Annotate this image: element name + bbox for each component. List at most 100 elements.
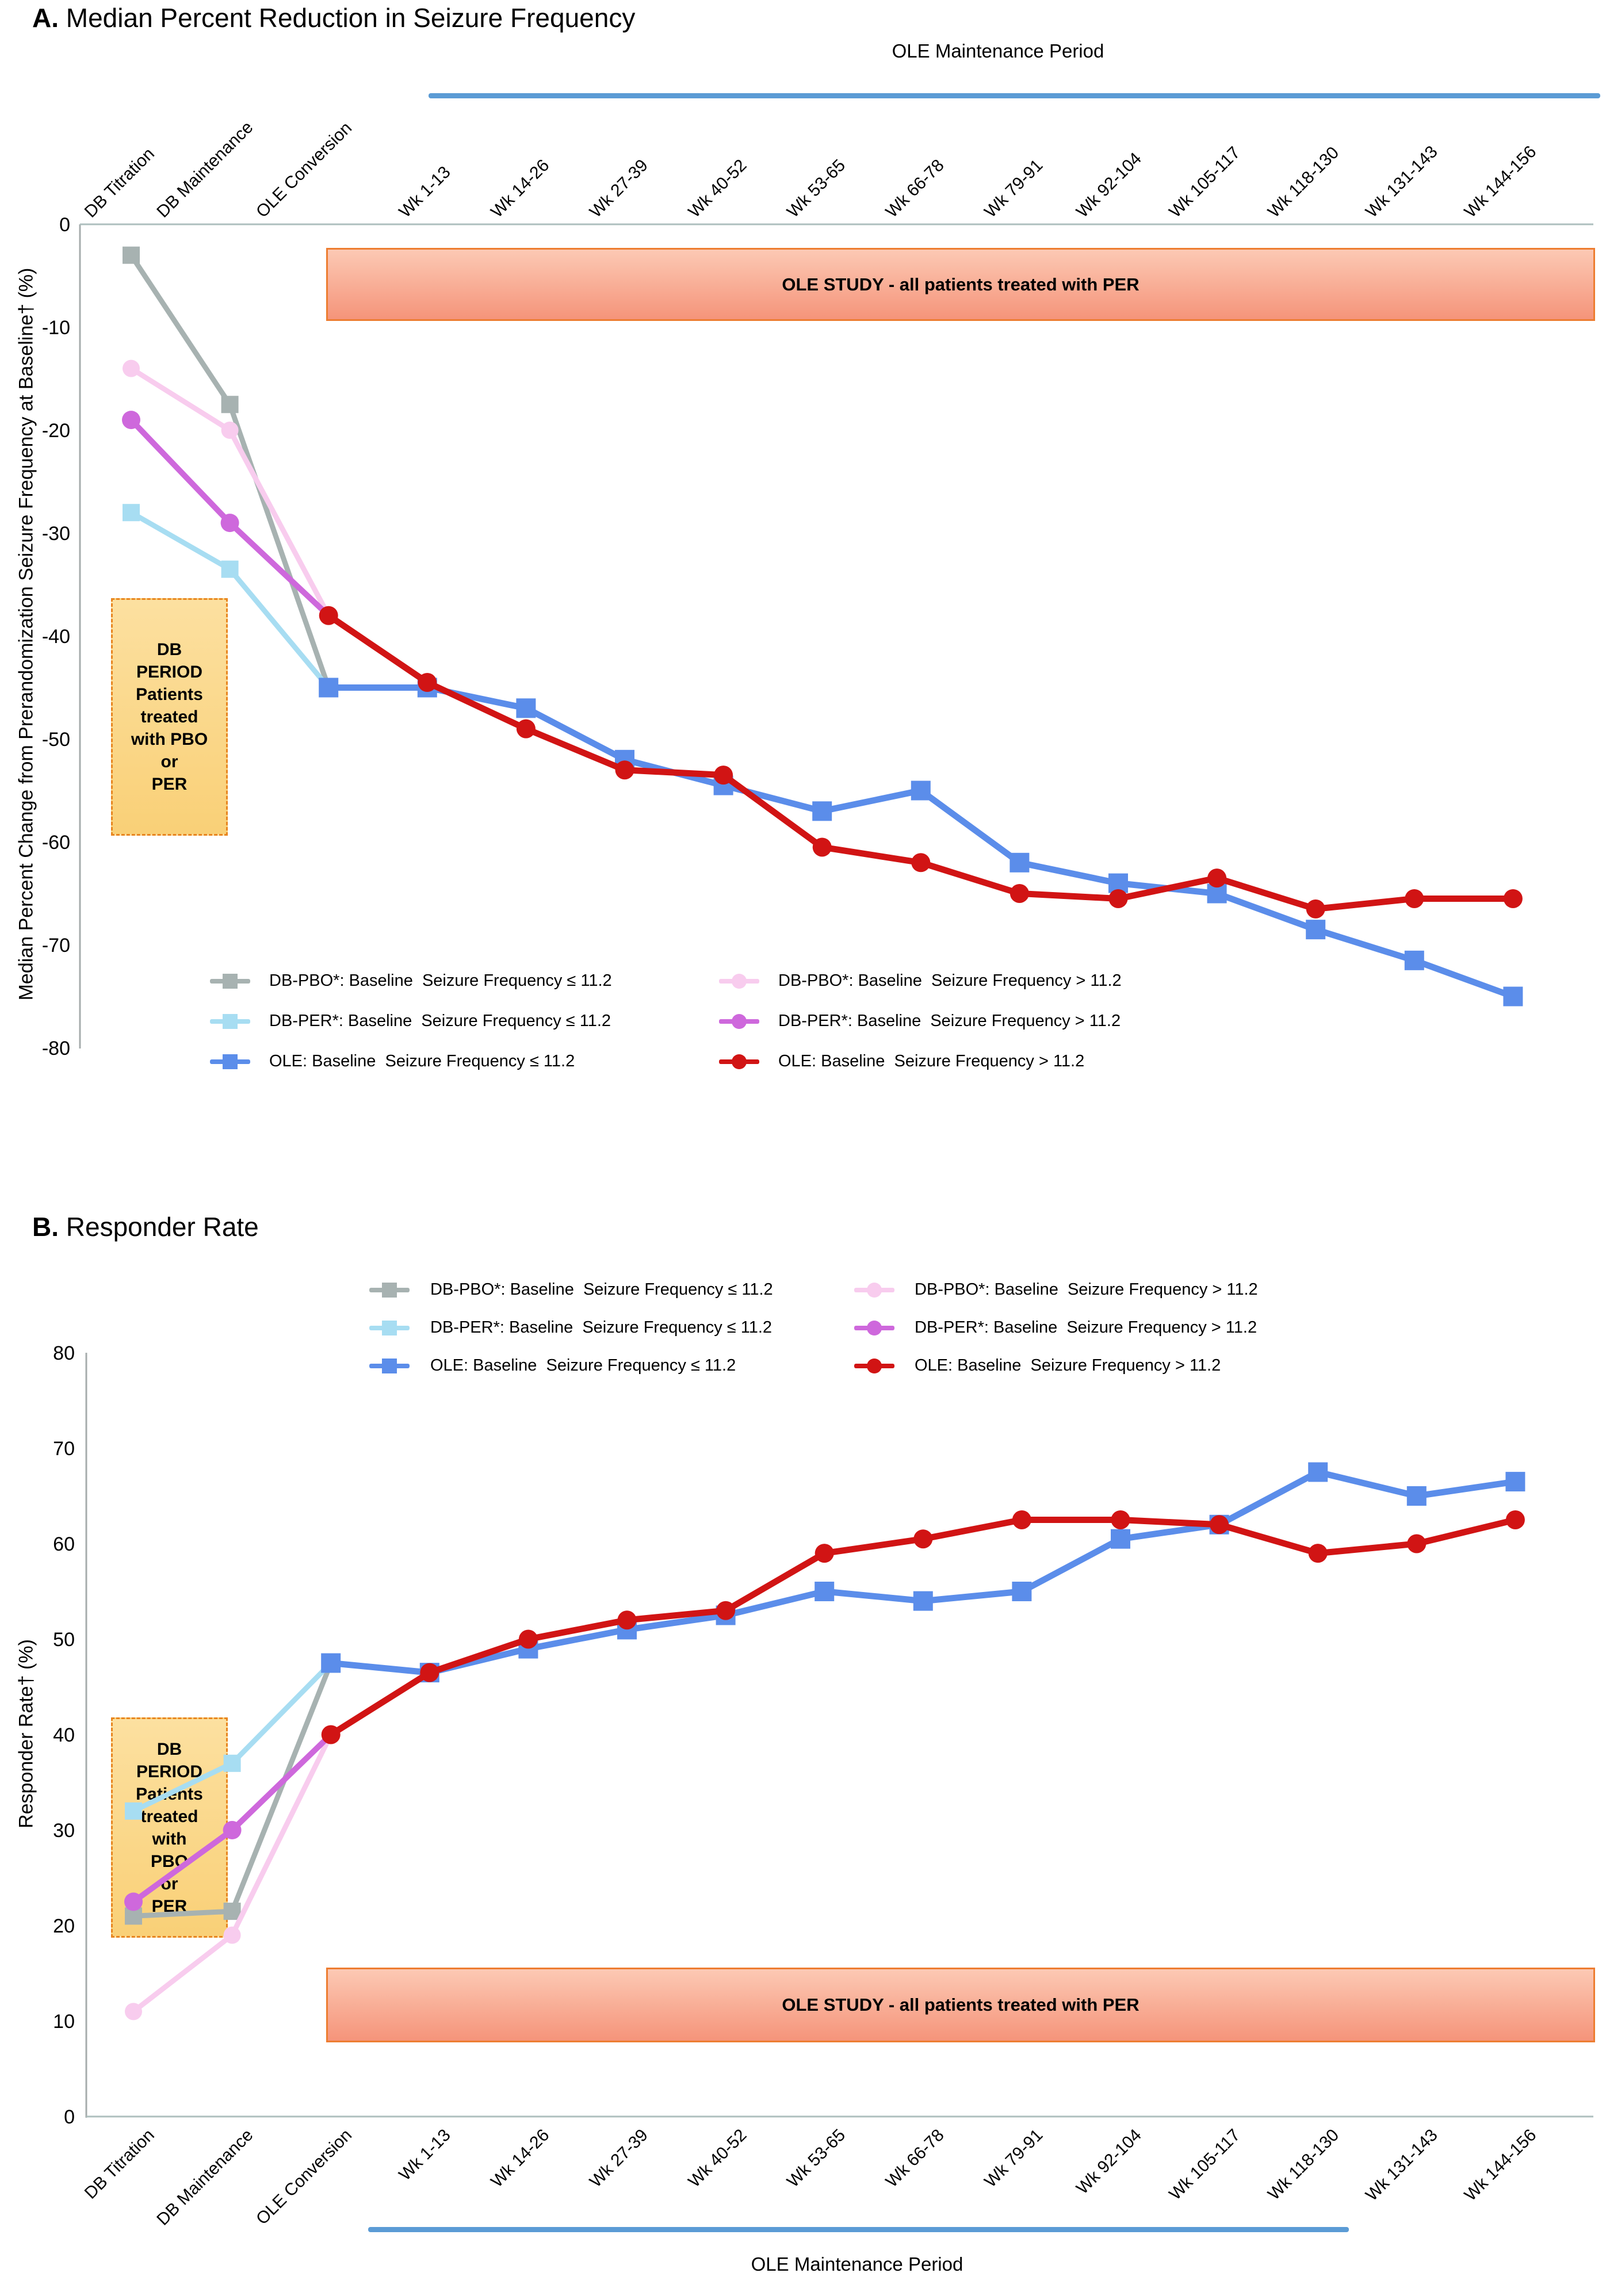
data-point: [812, 801, 832, 821]
legend-label: DB-PER*: Baseline Seizure Frequency > 11…: [915, 1318, 1257, 1337]
y-tick-label: 80: [53, 1342, 75, 1364]
legend-label: OLE: Baseline Seizure Frequency ≤ 11.2: [269, 1052, 575, 1070]
legend-marker-circle: [867, 1359, 882, 1373]
y-tick-label: -50: [42, 729, 70, 751]
data-point: [221, 396, 239, 414]
data-point: [420, 1663, 439, 1682]
data-point: [123, 504, 140, 522]
x-category-label: Wk 66-78: [882, 156, 948, 221]
panel-b-maintenance-line: [368, 2227, 1349, 2232]
x-category-label: Wk 105-117: [1165, 2126, 1244, 2204]
y-tick-label: -70: [42, 935, 70, 956]
data-point: [1406, 1486, 1427, 1506]
x-category-label: Wk 118-130: [1264, 2126, 1343, 2204]
legend-marker-circle: [732, 1054, 747, 1069]
x-category-label: Wk 144-156: [1461, 2126, 1540, 2205]
data-point: [221, 422, 239, 439]
x-category-label: Wk 14-26: [487, 2126, 553, 2191]
data-point: [1503, 889, 1523, 908]
data-point: [223, 1903, 241, 1920]
panel-a-title-text: Median Percent Reduction in Seizure Freq…: [59, 3, 636, 33]
data-point: [220, 514, 239, 533]
panel-b-title-text: Responder Rate: [59, 1212, 259, 1242]
data-point: [1505, 1510, 1525, 1529]
data-point: [815, 1544, 834, 1563]
data-point: [716, 1601, 736, 1620]
panel-b-title-prefix: B.: [32, 1212, 59, 1242]
y-tick-label: -10: [42, 317, 70, 339]
data-point: [1210, 1515, 1229, 1535]
x-category-label: Wk 105-117: [1165, 143, 1244, 221]
data-point: [714, 766, 733, 785]
data-point: [516, 719, 536, 738]
panel-a-db-period-box: DB PERIOD Patients treated with PBO or P…: [111, 598, 228, 836]
data-point: [911, 853, 931, 873]
data-point: [123, 359, 140, 377]
x-category-label: DB Titration: [81, 144, 158, 221]
x-category-label: Wk 53-65: [783, 2126, 849, 2191]
legend-label: OLE: Baseline Seizure Frequency ≤ 11.2: [430, 1356, 736, 1375]
data-point: [1308, 1544, 1328, 1563]
data-point: [125, 2003, 142, 2021]
data-point: [1503, 986, 1523, 1007]
x-category-label: Wk 131-143: [1362, 142, 1441, 221]
x-category-label: Wk 118-130: [1264, 143, 1343, 221]
data-point: [1012, 1510, 1031, 1529]
panel-a-ole-study-banner: OLE STUDY - all patients treated with PE…: [326, 248, 1595, 321]
data-point: [124, 1892, 143, 1911]
data-point: [1207, 868, 1227, 888]
data-point: [1404, 950, 1424, 970]
data-point: [1505, 1472, 1525, 1492]
data-point: [1111, 1510, 1130, 1529]
y-tick-label: -40: [42, 626, 70, 648]
data-point: [617, 1610, 637, 1630]
legend-marker-square: [223, 974, 238, 989]
x-category-label: Wk 53-65: [783, 156, 849, 221]
legend-label: DB-PBO*: Baseline Seizure Frequency ≤ 11…: [430, 1280, 773, 1299]
data-point: [223, 1821, 242, 1839]
legend-marker-circle: [732, 974, 747, 989]
y-tick-label: -30: [42, 523, 70, 545]
panel-a-title: A. Median Percent Reduction in Seizure F…: [32, 2, 635, 33]
data-point: [1405, 889, 1424, 908]
y-tick-label: -20: [42, 420, 70, 442]
data-point: [319, 678, 339, 698]
data-point: [1012, 1582, 1032, 1601]
data-point: [1108, 889, 1128, 908]
legend-label: DB-PBO*: Baseline Seizure Frequency ≤ 11…: [269, 971, 612, 990]
x-category-label: Wk 144-156: [1461, 142, 1540, 221]
data-point: [125, 1802, 142, 1820]
series-line-0: [128, 252, 331, 690]
x-category-label: OLE Conversion: [253, 118, 355, 221]
data-point: [221, 560, 239, 578]
x-category-label: Wk 66-78: [882, 2126, 948, 2191]
data-point: [1010, 884, 1029, 903]
legend-label: OLE: Baseline Seizure Frequency > 11.2: [778, 1052, 1085, 1070]
data-point: [615, 760, 634, 780]
data-point: [223, 1754, 241, 1772]
x-category-label: DB Maintenance: [153, 2126, 257, 2229]
data-point: [815, 1582, 835, 1601]
legend-marker-circle: [732, 1014, 747, 1029]
x-category-label: Wk 40-52: [685, 2126, 750, 2191]
data-point: [913, 1591, 933, 1611]
y-tick-label: 40: [53, 1724, 75, 1746]
y-tick-label: -80: [42, 1038, 70, 1059]
legend-label: DB-PBO*: Baseline Seizure Frequency > 11…: [915, 1280, 1258, 1299]
data-point: [223, 1926, 241, 1944]
x-category-label: DB Maintenance: [153, 118, 257, 221]
series-line-4: [325, 684, 1516, 1000]
legend-label: DB-PER*: Baseline Seizure Frequency > 11…: [778, 1012, 1121, 1030]
panel-b-maintenance-label: OLE Maintenance Period: [751, 2253, 963, 2275]
x-category-label: Wk 1-13: [395, 163, 454, 221]
data-point: [123, 246, 140, 264]
legend-label: DB-PBO*: Baseline Seizure Frequency > 11…: [778, 971, 1122, 990]
data-point: [913, 1529, 933, 1549]
y-tick-label: 60: [53, 1533, 75, 1555]
panel-b-ole-study-banner: OLE STUDY - all patients treated with PE…: [326, 1968, 1595, 2042]
series-line-5: [327, 1517, 1519, 1738]
data-point: [321, 1653, 341, 1673]
legend-marker-circle: [867, 1283, 882, 1298]
data-point: [911, 780, 931, 801]
data-point: [812, 837, 832, 857]
